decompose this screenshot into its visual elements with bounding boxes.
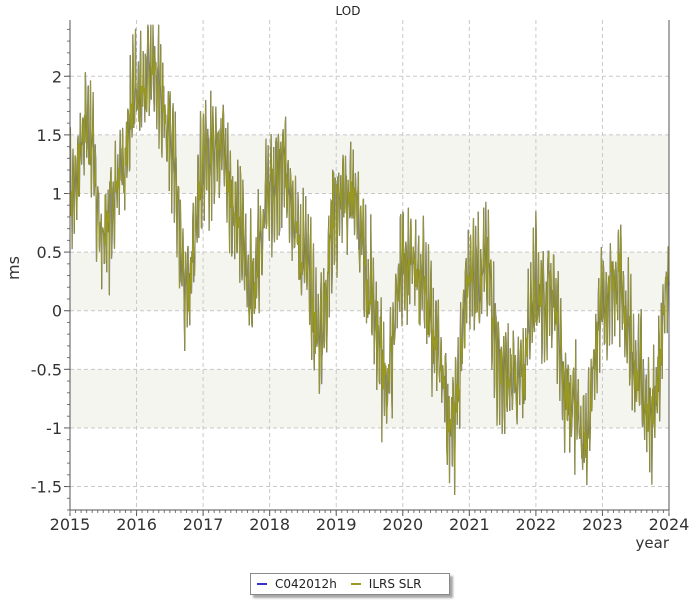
- series-line-ilrs-slr: [69, 24, 670, 496]
- chart-title: LOD: [336, 4, 361, 18]
- x-tick-label-7: 2022: [516, 515, 557, 534]
- x-tick-label-5: 2020: [382, 515, 423, 534]
- y-axis-label: ms: [4, 256, 23, 280]
- legend-item-c042012h[interactable]: C042012h: [257, 577, 337, 591]
- x-tick-label-8: 2023: [582, 515, 623, 534]
- x-tick-label-3: 2018: [249, 515, 290, 534]
- y-tick-labels: -1.5 -1 -0.5 0 0.5 1 1.5 2: [31, 67, 62, 496]
- y-tick-label-6: 1.5: [37, 126, 62, 145]
- y-tick-label-0: -1.5: [31, 478, 62, 497]
- y-tick-label-4: 0.5: [37, 243, 62, 262]
- y-tick-label-2: -0.5: [31, 360, 62, 379]
- legend-label-ilrs-slr: ILRS SLR: [368, 577, 422, 591]
- x-tick-label-9: 2024: [649, 515, 690, 534]
- x-tick-labels: 2015 2016 2017 2018 2019 2020 2021 2022 2023 2024: [50, 515, 690, 534]
- band-0: [70, 134, 669, 194]
- x-axis-label: year: [636, 534, 670, 552]
- legend: C042012h ILRS SLR: [250, 573, 450, 595]
- background-bands: [70, 134, 669, 428]
- y-tick-label-5: 1: [52, 184, 62, 203]
- x-tick-label-1: 2016: [116, 515, 157, 534]
- y-tick-label-1: -1: [46, 419, 62, 438]
- legend-label-c042012h: C042012h: [275, 577, 337, 591]
- y-tick-label-7: 2: [52, 67, 62, 86]
- x-tick-label-4: 2019: [316, 515, 357, 534]
- x-tick-label-0: 2015: [50, 515, 91, 534]
- y-tick-label-3: 0: [52, 302, 62, 321]
- legend-swatch-c042012h: [257, 583, 267, 585]
- legend-item-ilrs-slr[interactable]: ILRS SLR: [350, 577, 422, 591]
- legend-swatch-ilrs-slr: [350, 583, 361, 585]
- series-layer: [69, 24, 670, 496]
- axes: [64, 20, 670, 516]
- x-tick-label-2: 2017: [183, 515, 224, 534]
- x-tick-label-6: 2021: [449, 515, 490, 534]
